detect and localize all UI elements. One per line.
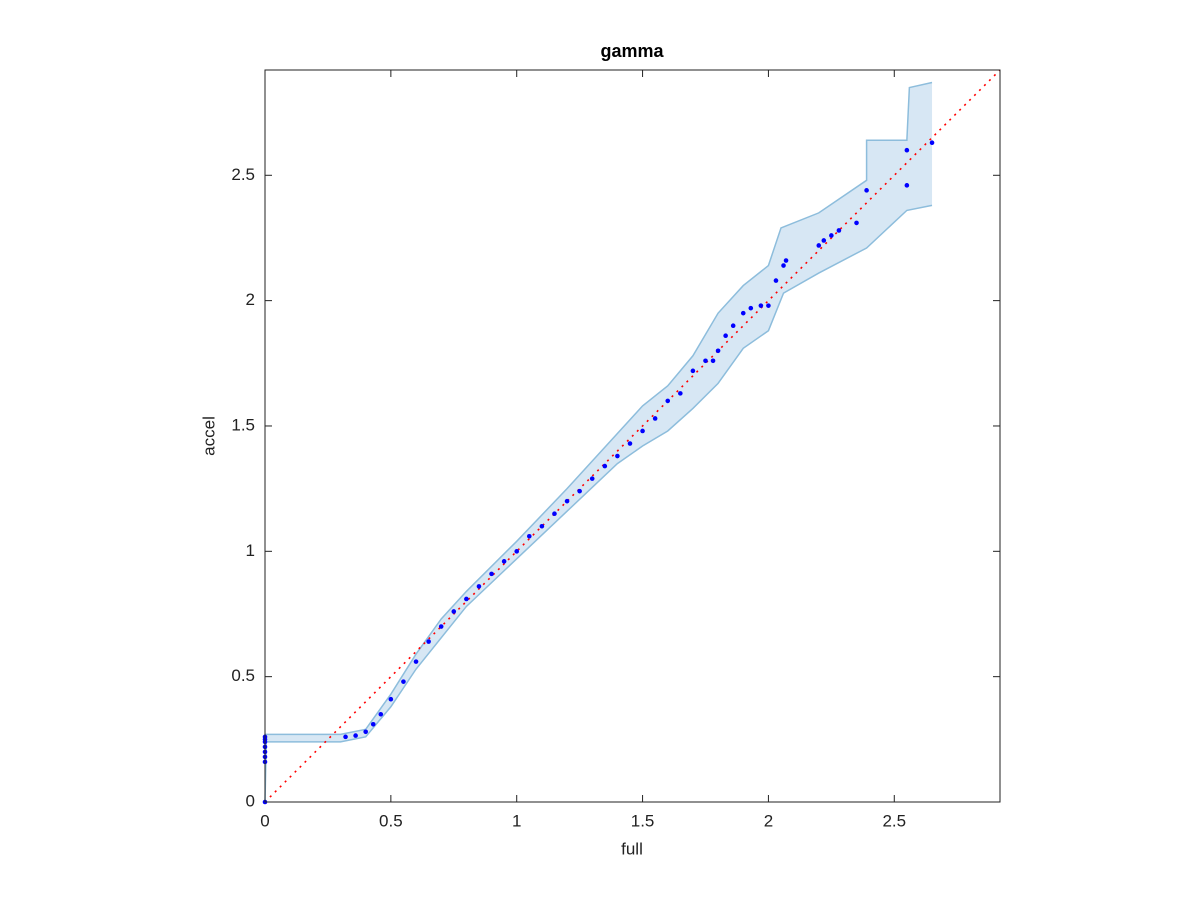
point (501, 559, 507, 564)
point (438, 624, 444, 629)
point (748, 305, 754, 311)
point (552, 511, 557, 517)
point (378, 711, 384, 717)
point (401, 679, 406, 684)
point (740, 310, 746, 316)
point (564, 498, 570, 504)
point (464, 596, 469, 602)
y-tick-label: 2 (246, 290, 255, 309)
point (413, 659, 419, 664)
point (602, 463, 608, 469)
x-tick-label: 0.5 (379, 811, 403, 830)
point (615, 453, 620, 459)
point (766, 303, 771, 308)
y-tick-label: 1 (246, 541, 255, 560)
point (836, 228, 842, 233)
point (640, 428, 645, 434)
point (589, 476, 595, 481)
point (526, 533, 532, 539)
axes-box (264, 69, 1001, 803)
x-tick-label: 1.5 (631, 811, 655, 830)
y-tick-label: 0.5 (231, 666, 255, 685)
x-tick-label: 2 (764, 811, 773, 830)
point (678, 391, 683, 396)
point (864, 188, 869, 193)
band-edge (265, 81, 933, 736)
point (514, 549, 520, 554)
point (388, 696, 394, 702)
point (353, 733, 358, 738)
point (426, 639, 431, 644)
reference-line (264, 69, 1001, 803)
point (363, 729, 368, 735)
point (476, 584, 482, 589)
y-tick-label: 2.5 (231, 165, 255, 184)
point (451, 609, 457, 614)
x-tick-label: 1 (512, 811, 521, 830)
point (370, 721, 376, 727)
point (781, 263, 786, 268)
point (703, 358, 708, 364)
point (758, 303, 764, 308)
x-axis-label: full (621, 839, 643, 858)
chart-title: gamma (600, 41, 664, 61)
band-edge (264, 204, 933, 803)
point (730, 323, 736, 328)
y-tick-label: 1.5 (231, 415, 255, 434)
point (690, 368, 696, 374)
point (489, 571, 494, 577)
point (539, 523, 545, 529)
point (773, 278, 779, 283)
point (854, 220, 859, 226)
point (821, 238, 827, 243)
point (723, 333, 728, 339)
point (816, 243, 822, 248)
x-tick-label: 0 (260, 811, 269, 830)
point (904, 183, 910, 188)
point (710, 358, 716, 364)
point (904, 147, 910, 153)
confidence-band (265, 82, 933, 803)
point (652, 416, 658, 421)
y-axis-label: accel (199, 416, 218, 456)
y-tick-label: 0 (246, 791, 255, 810)
point (665, 398, 671, 404)
point (829, 233, 834, 238)
point (929, 140, 935, 145)
point (343, 734, 348, 740)
x-tick-label: 2.5 (882, 811, 906, 830)
point (715, 348, 721, 354)
point (783, 258, 789, 263)
point (577, 488, 582, 494)
point (627, 441, 633, 446)
